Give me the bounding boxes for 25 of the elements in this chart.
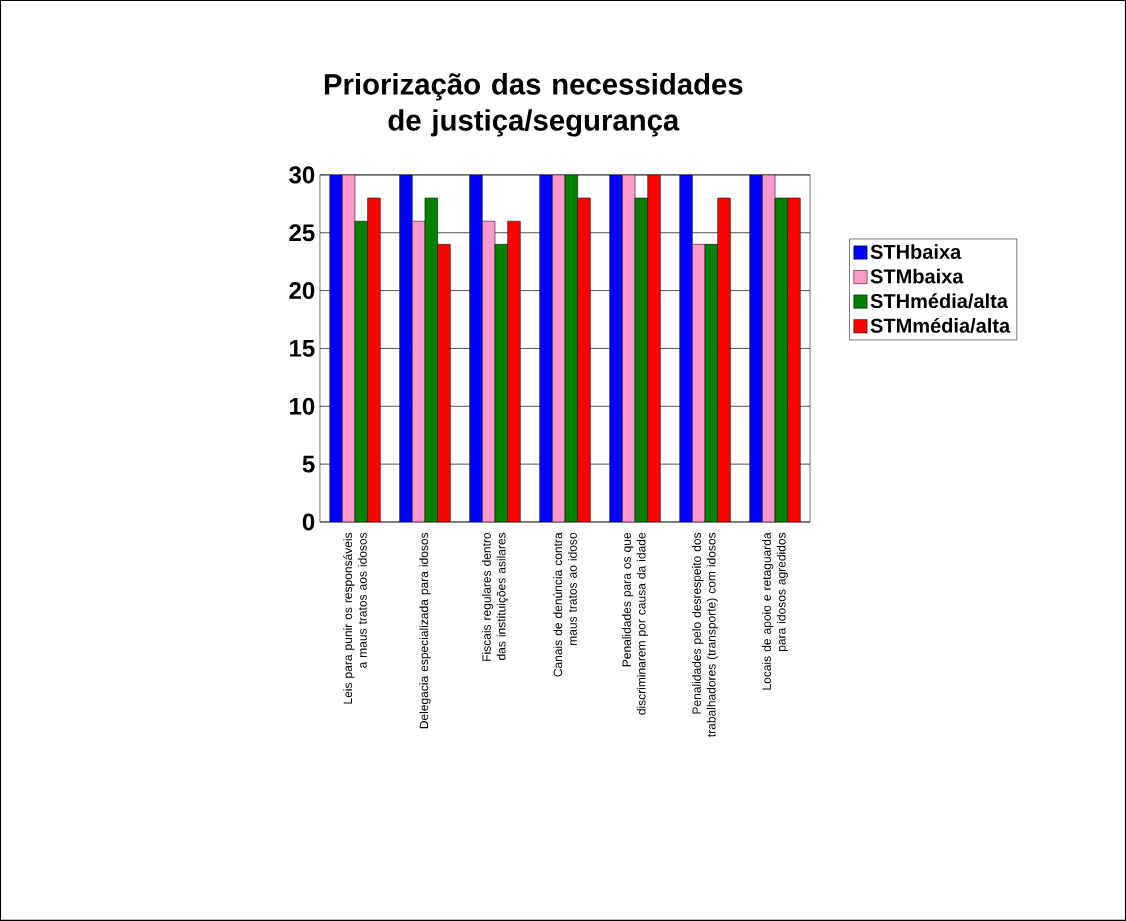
y-tick-label: 25: [289, 224, 315, 242]
x-tick-label: Delegacia especializada para idosos: [419, 532, 431, 729]
legend-label: STHmédia/alta: [870, 293, 1009, 309]
bar: [717, 197, 731, 523]
y-tick-label: 30: [289, 166, 315, 184]
legend-label: STHbaixa: [870, 244, 962, 259]
bar: [647, 174, 661, 523]
legend-label: STMbaixa: [870, 268, 964, 284]
x-tick-label: Penalidades para os que discriminarem por causa da idade: [622, 532, 648, 715]
bar: [367, 197, 381, 523]
legend-label: STMmédia/alta: [870, 317, 1011, 334]
bar: [787, 197, 801, 523]
bar: [577, 197, 591, 523]
y-tick-label: 20: [289, 282, 315, 300]
y-tick-label: 15: [290, 340, 315, 357]
x-tick-label: Fiscais regulares dentro das instituições asilares: [482, 532, 508, 661]
bar: [437, 244, 451, 523]
chart-title: Priorização das necessidades de justiça/segurança: [324, 73, 743, 137]
x-tick-label: Penalidades pelo desrespeito dos trabalhadores (transporte) com idosos: [692, 532, 718, 738]
y-tick-label: 5: [302, 455, 315, 473]
y-tick-label: 0: [302, 513, 315, 531]
x-tick-label: Canais de denúncia contra maus tratos ao idoso: [553, 532, 577, 677]
bar: [507, 220, 521, 523]
y-tick-label: 10: [290, 397, 315, 415]
x-tick-label: Leis para punir os responsáveis a maus tratos aos idosos: [343, 532, 367, 704]
